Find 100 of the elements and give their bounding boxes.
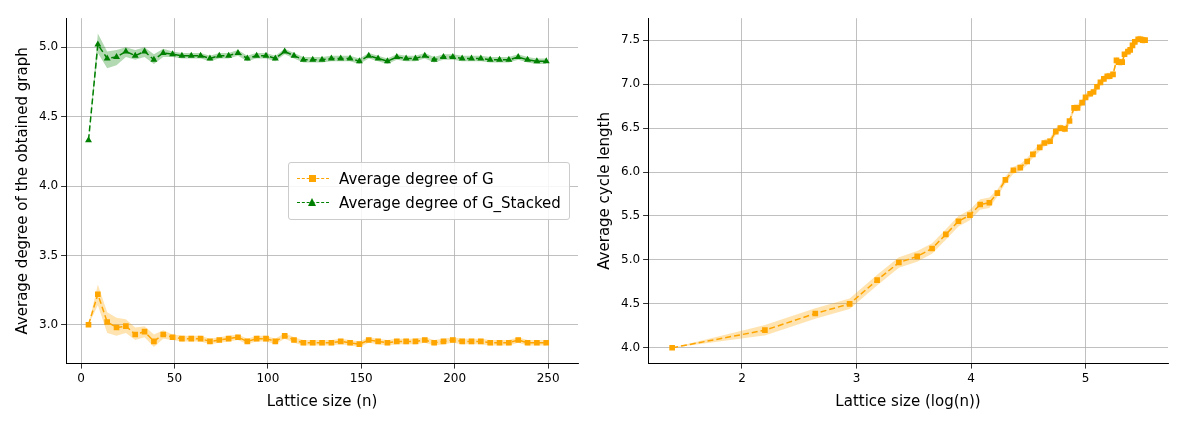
y-tick-label: 7.5 <box>620 32 641 47</box>
point <box>896 259 902 266</box>
x-tick-label: 3 <box>852 370 861 385</box>
point <box>85 321 92 328</box>
point <box>356 341 363 348</box>
y-tick-label: 4.5 <box>38 108 59 123</box>
point <box>1017 164 1024 171</box>
point <box>383 57 391 64</box>
point <box>150 55 158 62</box>
point <box>487 339 494 346</box>
point <box>1110 71 1116 78</box>
point <box>132 331 139 338</box>
y-axis-title: Average degree of the obtained graph <box>12 47 31 335</box>
point <box>542 57 550 64</box>
point <box>318 55 326 62</box>
point <box>955 218 962 225</box>
y-tick-label: 5.0 <box>38 39 59 54</box>
point <box>496 55 503 62</box>
point <box>1030 151 1036 158</box>
point <box>874 277 880 283</box>
point <box>486 55 494 62</box>
point <box>515 337 522 343</box>
y-tick-label: 3.0 <box>38 316 59 331</box>
point <box>534 339 540 346</box>
point <box>178 51 186 58</box>
y-tick-label: 6.5 <box>620 120 641 135</box>
point <box>496 339 503 346</box>
point <box>347 339 353 346</box>
point <box>319 339 325 346</box>
point <box>1024 158 1030 165</box>
point <box>235 334 241 341</box>
point <box>762 327 768 334</box>
point <box>449 53 457 60</box>
y-tick-label: 5.5 <box>620 208 641 223</box>
y-tick-label: 7.0 <box>620 76 641 91</box>
point <box>123 323 129 329</box>
x-tick-label: 5 <box>1081 370 1090 385</box>
point <box>1010 167 1017 174</box>
point <box>977 201 984 208</box>
point <box>514 53 522 60</box>
point <box>94 40 102 47</box>
point <box>846 301 853 307</box>
point <box>431 339 437 346</box>
point <box>533 57 541 64</box>
point <box>994 190 1001 196</box>
point <box>207 338 213 345</box>
point <box>393 338 400 345</box>
point <box>524 55 532 62</box>
y-tick-label: 5.0 <box>620 252 641 267</box>
point <box>225 51 233 58</box>
y-axis-title: Average cycle length <box>594 112 613 270</box>
x-tick-label: 100 <box>256 370 280 385</box>
point <box>1002 177 1009 183</box>
point <box>505 55 513 62</box>
point <box>1066 118 1073 124</box>
point <box>244 338 251 345</box>
point <box>506 339 512 346</box>
point <box>337 338 344 345</box>
point <box>262 51 270 58</box>
point <box>365 337 372 343</box>
point <box>421 51 429 58</box>
point <box>104 319 111 325</box>
point <box>1074 105 1081 111</box>
point <box>113 53 120 60</box>
point <box>309 55 317 62</box>
x-tick-label: 2 <box>738 370 746 385</box>
point <box>365 51 373 58</box>
point <box>169 50 177 57</box>
point <box>355 57 363 64</box>
point <box>967 212 973 218</box>
point <box>669 344 675 351</box>
point <box>263 335 269 342</box>
point <box>440 53 447 60</box>
point <box>179 335 185 342</box>
point <box>95 291 101 298</box>
point <box>1062 126 1068 132</box>
x-tick-label: 250 <box>536 370 560 385</box>
point <box>543 339 550 346</box>
y-tick-label: 4.0 <box>38 178 59 193</box>
x-tick-label: 4 <box>967 370 975 385</box>
point <box>151 338 157 345</box>
point <box>188 335 195 342</box>
y-tick-label: 4.5 <box>620 295 641 310</box>
point <box>1041 140 1048 146</box>
point <box>281 333 288 339</box>
point <box>85 136 92 143</box>
point <box>524 339 531 346</box>
point <box>1094 83 1100 90</box>
point <box>299 55 307 62</box>
point <box>943 231 949 238</box>
y-tick-label: 4.0 <box>620 339 641 354</box>
legend-label: Average degree of G_Stacked <box>339 193 561 212</box>
legend-label: Average degree of G <box>339 169 494 188</box>
y-tick-label: 3.5 <box>38 247 59 262</box>
point <box>812 310 819 317</box>
point <box>159 48 167 55</box>
point <box>1047 138 1053 145</box>
x-tick-label: 200 <box>443 370 467 385</box>
point <box>421 337 428 343</box>
point <box>216 337 223 343</box>
